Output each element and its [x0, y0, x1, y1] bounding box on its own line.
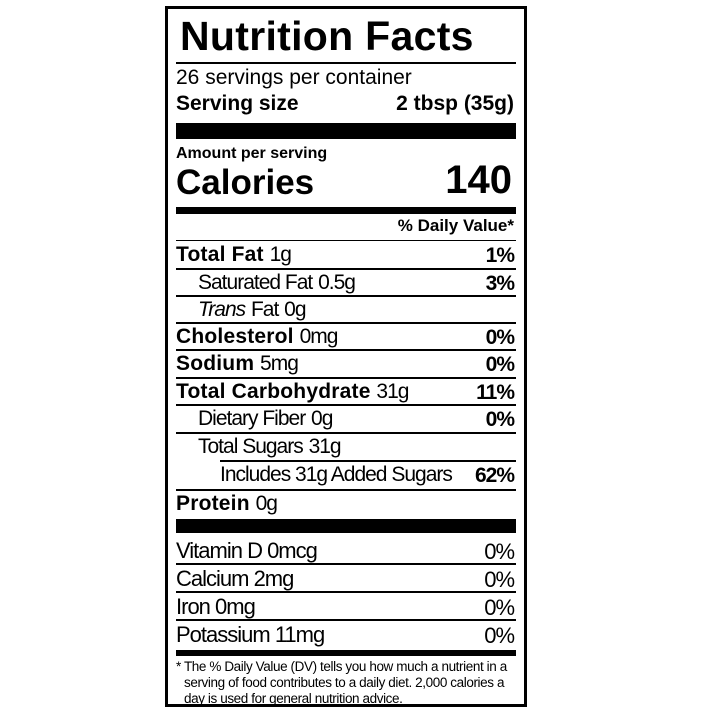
daily-value-percent: 11%	[476, 381, 515, 404]
daily-value-percent: 0%	[485, 408, 515, 431]
daily-value-header: % Daily Value*	[397, 216, 514, 235]
footnote-line: day is used for general nutrition advice…	[184, 691, 403, 706]
nutrient-name: Total Sugars 31g	[198, 435, 342, 459]
divider	[176, 489, 516, 491]
nutrient-name: Trans Fat 0g	[198, 298, 307, 322]
nutrient-name: Saturated Fat 0.5g	[198, 271, 356, 295]
nutrient-name: Sodium 5mg	[176, 352, 299, 376]
footnote-line: * The % Daily Value (DV) tells you how m…	[176, 659, 507, 674]
calories-value: 140	[445, 158, 512, 202]
vitamin-row: Vitamin D 0mcg 0%	[176, 537, 516, 564]
nutrient-label: Includes 31g Added Sugars	[220, 463, 453, 486]
nutrient-row: Sodium 5mg 0%	[176, 351, 516, 378]
divider	[176, 377, 516, 379]
vitamin-label: Calcium 2mg	[176, 566, 294, 591]
nutrition-facts-label: Nutrition Facts 26 servings per containe…	[165, 6, 527, 707]
vitamin-row: Calcium 2mg 0%	[176, 565, 516, 592]
nutrient-label: Saturated Fat	[198, 271, 313, 294]
vitamin-row: Iron 0mg 0%	[176, 593, 516, 620]
nutrient-name: Includes 31g Added Sugars	[220, 463, 453, 487]
daily-value-percent: 0%	[484, 595, 515, 620]
daily-value-percent: 0%	[484, 623, 515, 648]
nutrient-amount: 0g	[311, 407, 333, 430]
nutrient-label: Sodium	[176, 352, 255, 375]
thick-divider	[176, 519, 516, 533]
nutrient-amount: 1g	[269, 243, 292, 266]
divider	[176, 563, 516, 565]
vitamin-label: Potassium 11mg	[176, 622, 325, 647]
divider	[176, 240, 516, 241]
divider	[176, 349, 516, 351]
daily-value-percent: 62%	[474, 464, 515, 487]
nutrient-amount: 0g	[255, 492, 278, 515]
nutrient-label: Dietary Fiber	[198, 407, 306, 430]
daily-value-percent: 0%	[485, 326, 515, 349]
nutrient-name: Protein 0g	[176, 492, 278, 516]
nutrient-amount: 0g	[284, 298, 306, 321]
serving-size-label: Serving size	[176, 92, 299, 115]
nutrient-name: Total Fat 1g	[176, 243, 292, 267]
divider	[176, 62, 516, 64]
divider	[176, 268, 516, 270]
label-title: Nutrition Facts	[180, 13, 474, 59]
daily-value-percent: 3%	[485, 272, 515, 295]
nutrient-label: Trans	[198, 298, 246, 321]
nutrient-amount: 31g	[308, 435, 342, 458]
vitamin-label: Iron 0mg	[176, 594, 256, 619]
vitamin-label: Vitamin D 0mcg	[176, 538, 318, 563]
nutrient-row: Total Fat 1g 1%	[176, 242, 516, 269]
vitamin-row: Potassium 11mg 0%	[176, 621, 516, 648]
nutrient-row: Dietary Fiber 0g 0%	[176, 406, 516, 433]
nutrient-label: Protein	[176, 492, 250, 515]
nutrient-label: Total Fat	[176, 243, 264, 266]
nutrient-row: Protein 0g	[176, 491, 516, 518]
nutrient-row: Trans Fat 0g	[176, 297, 516, 324]
nutrient-row: Saturated Fat 0.5g 3%	[176, 270, 516, 297]
divider	[176, 619, 516, 621]
nutrient-name: Cholesterol 0mg	[176, 325, 339, 349]
nutrient-label-suffix: Fat	[250, 298, 279, 321]
daily-value-percent: 0%	[484, 539, 515, 564]
nutrient-row: Total Carbohydrate 31g 11%	[176, 379, 516, 406]
servings-per-container: 26 servings per container	[176, 66, 412, 89]
nutrient-amount: 0mg	[299, 325, 339, 348]
nutrient-row: Total Sugars 31g	[176, 434, 516, 461]
nutrient-row: Includes 31g Added Sugars 62%	[176, 462, 516, 489]
nutrient-name: Total Carbohydrate 31g	[176, 380, 409, 404]
amount-per-serving: Amount per serving	[176, 145, 328, 162]
divider	[176, 591, 516, 593]
divider	[220, 460, 516, 462]
nutrient-label: Total Sugars	[198, 435, 304, 458]
medium-divider	[176, 207, 516, 214]
medium-divider	[176, 650, 516, 656]
daily-value-percent: 1%	[485, 244, 515, 267]
footnote: * The % Daily Value (DV) tells you how m…	[176, 659, 521, 707]
nutrient-amount: 5mg	[260, 352, 299, 375]
footnote-line: serving of food contributes to a daily d…	[184, 675, 505, 690]
divider	[176, 295, 516, 297]
nutrient-name: Dietary Fiber 0g	[198, 407, 333, 431]
divider	[176, 404, 516, 406]
thick-divider	[176, 123, 516, 139]
serving-size-value: 2 tbsp (35g)	[396, 92, 514, 115]
calories-label: Calories	[176, 163, 315, 202]
divider	[176, 322, 516, 324]
daily-value-percent: 0%	[484, 567, 515, 592]
nutrient-label: Cholesterol	[176, 325, 294, 348]
nutrient-amount: 31g	[376, 380, 409, 403]
nutrient-amount: 0.5g	[318, 271, 356, 294]
divider	[176, 432, 516, 434]
daily-value-percent: 0%	[485, 353, 515, 376]
nutrient-label: Total Carbohydrate	[176, 380, 371, 403]
nutrient-row: Cholesterol 0mg 0%	[176, 324, 516, 351]
